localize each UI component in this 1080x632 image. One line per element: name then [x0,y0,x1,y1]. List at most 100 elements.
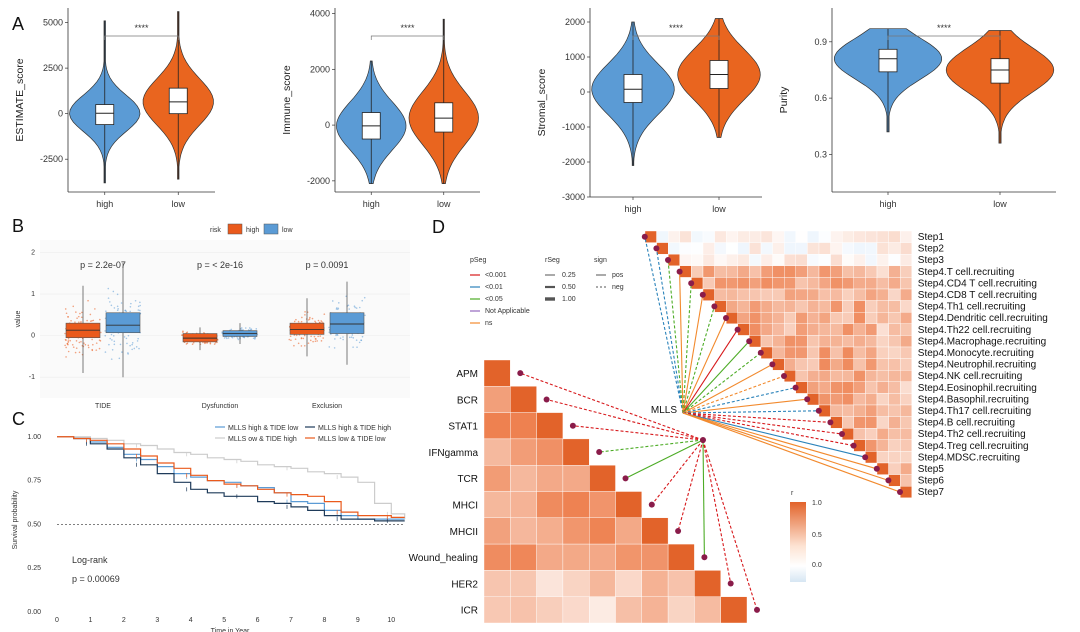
heat-cell [483,386,511,413]
heat-cell [737,288,750,301]
link-line [682,329,739,414]
link-node [897,489,903,495]
link-node [839,431,845,437]
link-node [862,454,869,461]
heat-cell [888,358,901,371]
heat-cell [760,242,773,255]
jitter-point [107,287,110,290]
heat-cell [853,288,866,301]
jitter-point [75,347,78,349]
heat-cell [702,253,715,266]
jitter-point [247,329,250,331]
jitter-point [314,320,316,323]
jitter-point [111,349,114,351]
legend-swatch-low [263,223,279,235]
heat-cell [641,570,669,597]
heat-cell [876,253,889,266]
heat-cell [830,323,843,336]
x-tick-label: low [171,199,185,209]
box-high [623,74,643,103]
jitter-point [113,307,116,309]
step-label: Step4.Th22 cell.recruiting [918,325,1031,336]
link-line [682,317,727,414]
step-label: Step3 [918,255,945,266]
jitter-point [297,320,300,323]
jitter-point [127,353,129,355]
heat-cell [830,346,843,359]
heat-cell [876,416,889,429]
jitter-point [89,313,92,316]
heat-cell [760,300,773,313]
heat-cell [876,439,889,452]
jitter-point [293,344,295,347]
jitter-point [113,343,116,346]
jitter-point [334,338,336,340]
jitter-point [80,316,83,319]
box-high [95,104,115,125]
heat-cell [888,277,901,290]
jitter-point [80,341,82,343]
heat-cell [807,253,820,266]
heat-cell [760,230,773,243]
jitter-point [95,349,98,351]
jitter-point [293,320,296,323]
heat-cell [888,370,901,383]
link-line [546,398,704,441]
x-tick-label: high [624,204,641,214]
heat-cell [876,300,889,313]
link-line [682,294,704,414]
heat-cell [795,346,808,359]
jitter-point [186,331,189,334]
significance-label: **** [937,23,952,33]
heat-cell [888,335,901,348]
jitter-point [71,343,74,346]
jitter-point [116,309,119,312]
jitter-point [133,347,136,350]
jitter-point [294,338,297,340]
heat-cell [760,335,773,348]
jitter-point [289,335,292,338]
heat-cell [737,253,750,266]
survival-curve-3 [57,436,405,518]
heat-cell [842,323,855,336]
link-line [682,375,785,414]
jitter-point [297,342,300,345]
heat-cell [900,253,913,266]
jitter-point [191,343,194,346]
signature-label: BCR [457,395,478,406]
jitter-point [121,351,123,353]
heat-cell [772,230,785,243]
y-tick-label: 2 [31,249,35,256]
jitter-point [185,343,188,345]
heat-cell [888,404,901,417]
step-label: Step4.Eosinophil.recruiting [918,383,1037,394]
colorbar-title: r [791,490,794,497]
heat-cell [562,570,590,597]
x-tick-label: Dysfunction [202,403,239,410]
signature-label: MHCII [450,527,478,538]
legend-label: Not Applicable [485,308,530,315]
jitter-point [87,346,90,349]
link-node [569,422,576,429]
y-tick-label: -1000 [562,122,585,132]
heat-cell [818,312,831,325]
heat-cell [691,253,704,266]
heat-cell [536,465,564,492]
jitter-point [87,299,89,302]
heat-cell [818,242,831,255]
jitter-point [337,307,340,310]
y-axis-label: Survival probability [12,490,19,549]
heat-cell [702,230,715,243]
heat-cell [842,358,855,371]
jitter-point [72,346,75,348]
heat-cell [842,381,855,394]
jitter-point [78,321,80,324]
heat-cell [865,242,878,255]
jitter-point [110,358,113,360]
jitter-point [125,310,128,313]
heat-cell [818,230,831,243]
heat-cell [483,359,511,387]
survival-curve-2 [57,436,406,520]
heat-cell [760,312,773,325]
legend-label: <0.05 [485,296,503,303]
